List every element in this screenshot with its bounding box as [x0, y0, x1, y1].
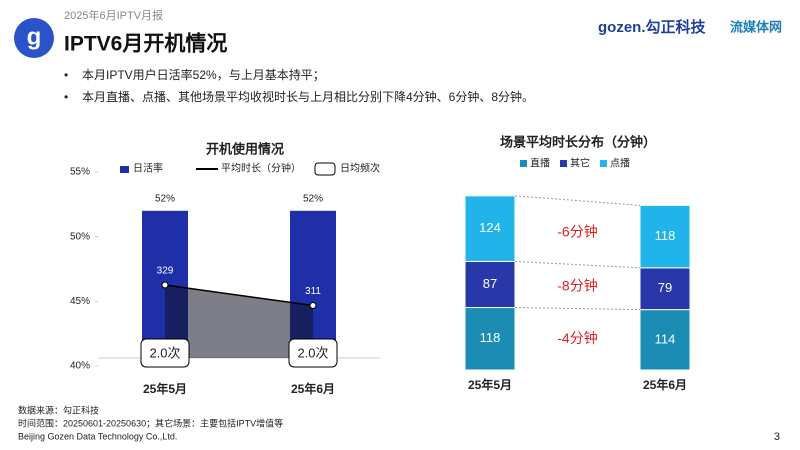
annotation: -6分钟 — [557, 223, 597, 239]
frequency-label: 2.0次 — [149, 345, 180, 360]
bullet-text: 本月IPTV用户日活率52%，与上月基本持平； — [82, 67, 325, 82]
x-tick-label: 25年6月 — [643, 377, 687, 392]
footer: 数据来源：勾正科技 — [18, 404, 99, 415]
annotation: -4分钟 — [557, 330, 597, 346]
value-label: 329 — [157, 266, 174, 277]
x-tick-label: 25年5月 — [143, 381, 187, 396]
logo-icon — [14, 18, 54, 58]
x-tick-label: 25年5月 — [468, 377, 512, 392]
report-name: 2025年6月IPTV月报 — [64, 8, 163, 22]
segment-label: 118 — [480, 330, 501, 345]
frequency-box — [288, 338, 338, 368]
legend-label: 直播 — [530, 157, 550, 170]
bullet: • — [64, 68, 68, 82]
segment-label: 87 — [483, 276, 497, 291]
line — [164, 284, 314, 307]
legend-label: 点播 — [610, 157, 630, 170]
legend-swatch — [560, 160, 567, 167]
logo-right: 流媒体网 — [730, 19, 782, 34]
page-title: IPTV6月开机情况 — [64, 32, 227, 56]
frequency-label: 2.0次 — [297, 345, 328, 360]
legend-label: 日活率 — [133, 162, 163, 175]
legend-label: 平均时长（分钟） — [221, 162, 301, 175]
connector — [514, 307, 641, 311]
point — [309, 302, 317, 310]
segment-label: 79 — [658, 280, 672, 295]
chart-title: 开机使用情况 — [206, 141, 284, 156]
y-tick-label: 45% — [70, 296, 90, 307]
segment-label: 124 — [479, 220, 501, 235]
bullet-text: 本月直播、点播、其他场景平均收视时长与上月相比分别下降4分钟、6分钟、8分钟。 — [82, 89, 534, 104]
value-label: 52% — [155, 193, 175, 204]
frequency-box — [140, 338, 190, 368]
logo-left: gozen.勾正科技 — [598, 18, 706, 36]
y-tick-label: 40% — [70, 361, 90, 372]
footer: 时间范围：20250601-20250630；其它场景：主要包括IPTV增值等 — [18, 417, 283, 428]
connector — [514, 195, 641, 206]
segment-label: 118 — [655, 228, 676, 243]
y-tick-label: 50% — [70, 231, 90, 242]
bar-segment — [639, 204, 691, 269]
annotation: -8分钟 — [557, 277, 597, 293]
page-number: 3 — [774, 431, 780, 443]
footer: Beijing Gozen Data Technology Co.,Ltd. — [18, 431, 177, 441]
value-label: 311 — [305, 286, 321, 297]
legend-swatch — [120, 166, 129, 173]
y-tick-label: 55% — [70, 167, 90, 178]
segment-label: 114 — [655, 331, 676, 346]
legend-swatch — [520, 160, 527, 167]
connector — [514, 260, 641, 269]
legend-swatch — [600, 160, 607, 167]
point — [161, 281, 169, 289]
bar-segment — [639, 267, 691, 311]
legend-swatch — [314, 162, 336, 176]
legend-label: 日均频次 — [340, 162, 380, 175]
x-tick-label: 25年6月 — [291, 381, 335, 396]
area — [165, 284, 313, 358]
legend-label: 其它 — [570, 157, 590, 170]
chart-title: 场景平均时长分布（分钟） — [500, 134, 656, 149]
bullet: • — [64, 90, 68, 104]
bar-segment — [639, 309, 691, 371]
logo-glyph: g — [27, 23, 42, 50]
value-label: 52% — [303, 193, 323, 204]
bar-segment — [464, 260, 516, 309]
bar-segment — [464, 195, 516, 262]
